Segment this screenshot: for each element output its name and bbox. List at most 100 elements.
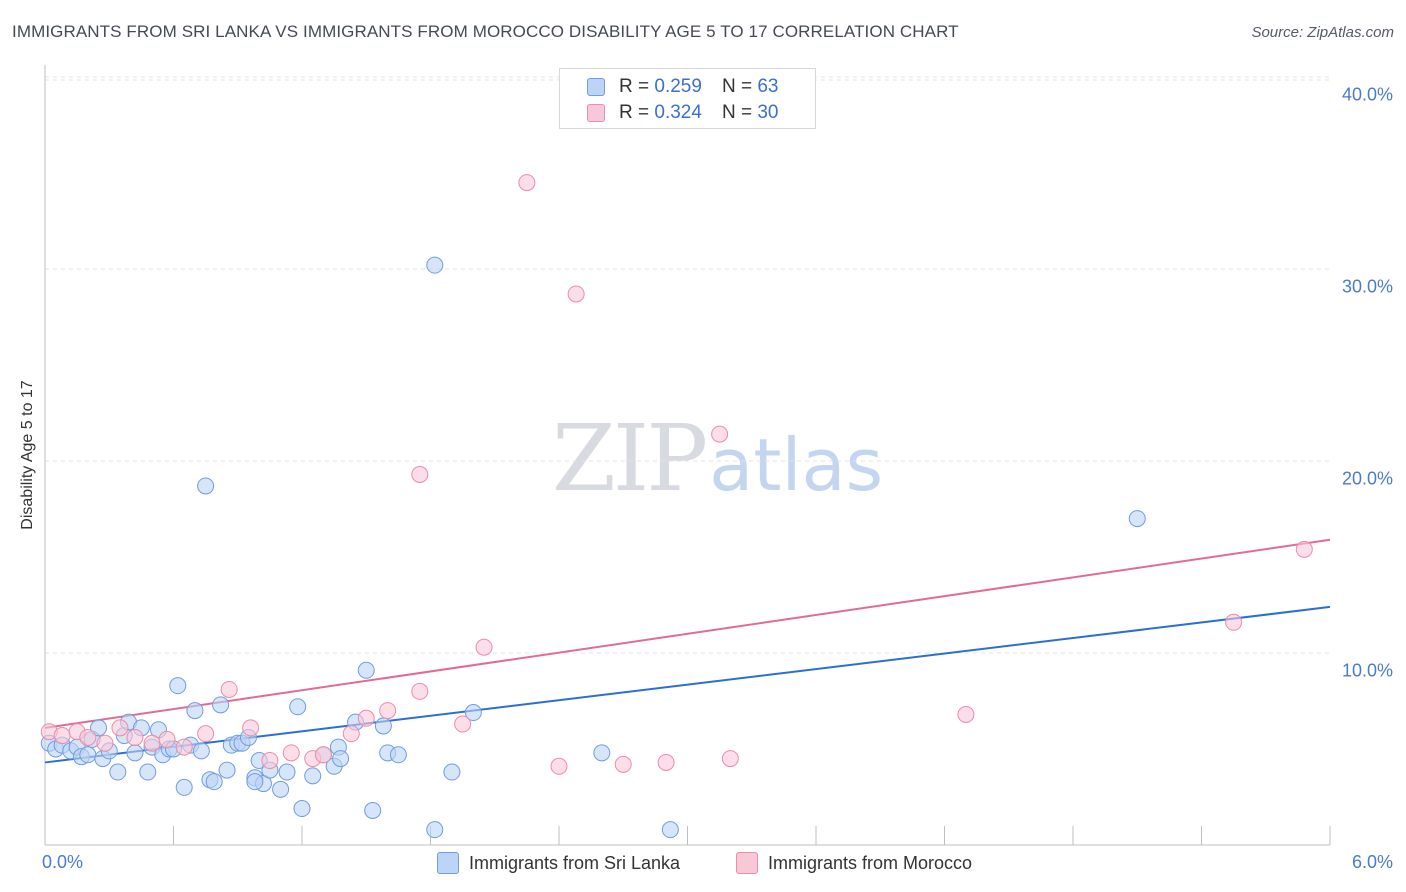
morocco-legend-label: Immigrants from Morocco bbox=[768, 852, 973, 873]
morocco-point bbox=[411, 465, 429, 483]
sri-lanka-legend-swatch bbox=[437, 852, 459, 874]
morocco-point bbox=[79, 728, 97, 746]
sri-lanka-point bbox=[246, 773, 264, 791]
sri-lanka-point bbox=[186, 702, 204, 720]
morocco-point bbox=[721, 750, 739, 768]
morocco-point bbox=[957, 705, 975, 723]
legend-row-sri-lanka: R = 0.259 N = 63 bbox=[587, 76, 778, 98]
sri-lanka-swatch bbox=[587, 78, 605, 96]
gridlines bbox=[45, 76, 1330, 654]
sri-lanka-point bbox=[126, 744, 144, 762]
trend-lines bbox=[44, 538, 1331, 764]
morocco-point bbox=[711, 425, 729, 443]
sri-lanka-point bbox=[661, 821, 679, 839]
zipatlas-watermark: ZIPatlas bbox=[552, 405, 883, 512]
sri-lanka-trend-line bbox=[44, 605, 1331, 764]
sri-lanka-point bbox=[139, 763, 157, 781]
x-tick-label-min: 0.0% bbox=[42, 852, 84, 872]
sri-lanka-point bbox=[293, 800, 311, 818]
legend-r-label: R = bbox=[619, 76, 650, 97]
legend-r-value: 0.324 bbox=[654, 102, 702, 123]
sri-lanka-point bbox=[175, 778, 193, 796]
sri-lanka-legend-label: Immigrants from Sri Lanka bbox=[469, 852, 681, 873]
sri-lanka-point bbox=[593, 744, 611, 762]
sri-lanka-point bbox=[1128, 510, 1146, 528]
morocco-point bbox=[475, 638, 493, 656]
y-tick-label: 10.0% bbox=[1341, 660, 1393, 681]
morocco-point bbox=[197, 725, 215, 743]
morocco-point bbox=[143, 734, 161, 752]
morocco-point bbox=[96, 734, 114, 752]
y-tick-label: 40.0% bbox=[1341, 84, 1393, 105]
morocco-point bbox=[261, 752, 279, 770]
sri-lanka-point bbox=[278, 763, 296, 781]
sri-lanka-point bbox=[169, 677, 187, 695]
sri-lanka-point bbox=[443, 763, 461, 781]
sri-lanka-point bbox=[90, 719, 108, 737]
morocco-point bbox=[158, 730, 176, 748]
legend-r-value: 0.259 bbox=[654, 76, 702, 97]
y-axis-label: Disability Age 5 to 17 bbox=[19, 380, 36, 530]
morocco-point bbox=[379, 702, 397, 720]
morocco-point bbox=[282, 744, 300, 762]
y-tick-label: 20.0% bbox=[1341, 468, 1393, 489]
morocco-point bbox=[342, 725, 360, 743]
source-credit: Source: ZipAtlas.com bbox=[1251, 24, 1394, 41]
morocco-point bbox=[550, 757, 568, 775]
legend-row-morocco: R = 0.324 N = 30 bbox=[587, 102, 778, 124]
morocco-trend-line bbox=[44, 538, 1331, 729]
morocco-swatch bbox=[587, 104, 605, 122]
watermark-atlas: atlas bbox=[709, 423, 884, 507]
sri-lanka-point bbox=[272, 780, 290, 798]
morocco-point bbox=[1225, 613, 1243, 631]
legend-n-value: 63 bbox=[757, 76, 779, 97]
morocco-point bbox=[242, 719, 260, 737]
morocco-point bbox=[411, 682, 429, 700]
sri-lanka-point bbox=[79, 746, 97, 764]
morocco-point bbox=[111, 719, 129, 737]
sri-lanka-point bbox=[218, 761, 236, 779]
bottom-legend-morocco: Immigrants from Morocco bbox=[736, 852, 972, 874]
sri-lanka-point bbox=[464, 704, 482, 722]
morocco-point bbox=[1295, 540, 1313, 558]
morocco-legend-swatch bbox=[736, 852, 758, 874]
morocco-point bbox=[175, 738, 193, 756]
sri-lanka-point bbox=[304, 767, 322, 785]
legend-r-label: R = bbox=[619, 102, 650, 123]
morocco-point bbox=[314, 746, 332, 764]
sri-lanka-point bbox=[374, 717, 392, 735]
morocco-point bbox=[614, 755, 632, 773]
sri-lanka-point bbox=[197, 477, 215, 495]
axes bbox=[44, 65, 1331, 846]
morocco-point bbox=[657, 753, 675, 771]
sri-lanka-point bbox=[205, 773, 223, 791]
sri-lanka-point bbox=[289, 698, 307, 716]
sri-lanka-point bbox=[389, 746, 407, 764]
sri-lanka-point bbox=[357, 661, 375, 679]
chart-title: IMMIGRANTS FROM SRI LANKA VS IMMIGRANTS … bbox=[12, 22, 959, 41]
legend-n-label: N = bbox=[721, 76, 753, 97]
data-points bbox=[40, 174, 1313, 839]
morocco-point bbox=[357, 709, 375, 727]
correlation-legend: R = 0.259 N = 63 R = 0.324 N = 30 bbox=[559, 68, 816, 129]
morocco-point bbox=[454, 715, 472, 733]
legend-n-value: 30 bbox=[757, 102, 779, 123]
morocco-point bbox=[220, 680, 238, 698]
sri-lanka-point bbox=[109, 763, 127, 781]
sri-lanka-point bbox=[364, 801, 382, 819]
bottom-legend-sri-lanka: Immigrants from Sri Lanka bbox=[437, 852, 680, 874]
sri-lanka-point bbox=[212, 696, 230, 714]
morocco-point bbox=[518, 174, 536, 192]
sri-lanka-point bbox=[426, 821, 444, 839]
morocco-point bbox=[53, 727, 71, 745]
watermark-zip: ZIP bbox=[552, 405, 708, 512]
sri-lanka-point bbox=[332, 750, 350, 768]
x-tick-label-max: 6.0% bbox=[1351, 852, 1393, 872]
morocco-point bbox=[567, 285, 585, 303]
legend-n-label: N = bbox=[721, 102, 753, 123]
morocco-point bbox=[126, 728, 144, 746]
sri-lanka-point bbox=[192, 742, 210, 760]
sri-lanka-point bbox=[426, 256, 444, 274]
y-tick-label: 30.0% bbox=[1341, 276, 1393, 297]
